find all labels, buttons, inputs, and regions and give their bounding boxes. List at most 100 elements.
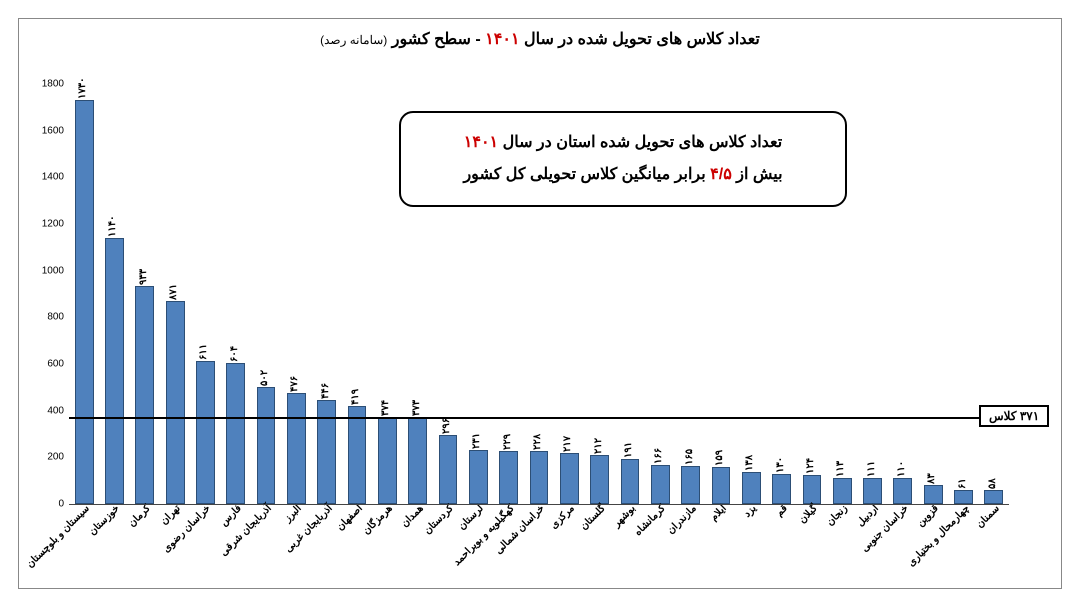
bar: ۱۱۰خراسان جنوبی <box>893 478 912 504</box>
x-axis-baseline <box>69 504 1009 505</box>
average-line-label: ۳۷۱ کلاس <box>979 405 1049 427</box>
bar-value: ۱۱۴۰ <box>107 216 118 237</box>
title-text-2: - سطح کشور <box>387 31 485 48</box>
bar: ۲۱۲گلستان <box>590 455 609 504</box>
bar: ۱۲۴گیلان <box>803 475 822 504</box>
y-tick: 600 <box>34 359 64 370</box>
bar: ۲۳۱لرستان <box>469 450 488 504</box>
y-tick: 1200 <box>34 219 64 230</box>
plot-area: ۱۷۳۰سیستان و بلوچستان ۱۱۴۰خوزستان ۹۳۳کرمان… <box>69 84 1009 504</box>
bar: ۴۱۹اصفهان <box>348 406 367 504</box>
bar-value: ۸۳ <box>926 473 937 484</box>
bar-value: ۳۷۳ <box>411 400 422 416</box>
bar-value: ۱۹۱ <box>623 442 634 458</box>
bar: ۲۲۸خراسان شمالی <box>530 451 549 504</box>
bar-value: ۱۱۳ <box>835 461 846 477</box>
bar-value: ۲۲۹ <box>502 433 513 449</box>
bar: ۱۳۰قم <box>772 474 791 504</box>
bar: ۱۱۱اردبیل <box>863 478 882 504</box>
bar-label: زنجان <box>825 503 850 528</box>
bar-label: البرز <box>283 503 304 524</box>
bar-value: ۶۰۴ <box>229 346 240 362</box>
bar-label: فارس <box>218 503 243 528</box>
bar-value: ۲۲۸ <box>532 434 543 450</box>
bar-value: ۴۷۶ <box>289 376 300 392</box>
bar-value: ۲۳۱ <box>471 433 482 449</box>
bar-label: گلستان <box>578 503 607 532</box>
bar-value: ۴۴۶ <box>320 383 331 399</box>
y-tick: 1000 <box>34 265 64 276</box>
y-axis: 0 200 400 600 800 1000 1200 1400 1600 1800 <box>34 19 64 588</box>
bar: ۵۰۲آذربایجان شرقی <box>257 387 276 504</box>
bar: ۱۱۴۰خوزستان <box>105 238 124 504</box>
bar: ۴۴۶آذربایجان غربی <box>317 400 336 504</box>
bar-value: ۱۳۸ <box>744 455 755 471</box>
bar-value: ۹۳۳ <box>138 269 149 285</box>
bar-value: ۴۱۹ <box>350 389 361 405</box>
bar: ۹۳۳کرمان <box>135 286 154 504</box>
bar-label: قم <box>773 503 789 519</box>
title-suffix: (سامانه رصد) <box>320 33 387 47</box>
y-tick: 1600 <box>34 125 64 136</box>
bar: ۸۷۱تهران <box>166 301 185 504</box>
bar: ۱۶۶کرمانشاه <box>651 465 670 504</box>
bar-label: مرکزی <box>549 503 577 531</box>
bar: ۶۱۱خراسان رضوی <box>196 361 215 504</box>
bar: ۲۲۹کهگیلویه و بویراحمد <box>499 451 518 504</box>
bar-value: ۵۰۲ <box>259 370 270 386</box>
bar-label: بوشهر <box>611 503 637 529</box>
average-line-label-text: ۳۷۱ کلاس <box>989 409 1039 423</box>
bar-label: کرمان <box>126 503 152 529</box>
bar: ۱۹۱بوشهر <box>621 459 640 504</box>
bar-value: ۳۷۴ <box>380 400 391 416</box>
bar-label: همدان <box>399 503 425 529</box>
average-line <box>69 417 1029 419</box>
bar-label: کردستان <box>422 503 456 537</box>
title-text-1: تعداد کلاس های تحویل شده در سال <box>520 31 760 48</box>
bar: ۱۷۳۰سیستان و بلوچستان <box>75 100 94 504</box>
y-tick: 800 <box>34 312 64 323</box>
bar: ۱۵۹ایلام <box>712 467 731 504</box>
bar: ۴۷۶البرز <box>287 393 306 504</box>
bar-label: اردبیل <box>855 503 881 529</box>
y-tick: 400 <box>34 405 64 416</box>
bar-value: ۶۱ <box>957 478 968 489</box>
bar-value: ۱۶۵ <box>684 448 695 464</box>
bar-value: ۱۵۹ <box>714 450 725 466</box>
bar-value: ۱۲۴ <box>805 458 816 474</box>
title-year: ۱۴۰۱ <box>485 31 519 48</box>
chart-frame: تعداد کلاس های تحویل شده در سال ۱۴۰۱ - س… <box>18 18 1062 589</box>
bar: ۲۱۷مرکزی <box>560 453 579 504</box>
bar-label: یزد <box>742 503 759 520</box>
bar-label: سمنان <box>974 503 1001 530</box>
bar-value: ۱۳۰ <box>775 457 786 473</box>
bar-value: ۲۱۷ <box>562 436 573 452</box>
bar-label: خوزستان <box>88 503 123 538</box>
bar-value: ۸۷۱ <box>168 284 179 300</box>
y-tick: 200 <box>34 452 64 463</box>
bar: ۲۹۶کردستان <box>439 435 458 504</box>
bar: ۳۷۴هرمزگان <box>378 417 397 504</box>
bar-value: ۱۱۱ <box>866 461 877 477</box>
y-tick: 0 <box>34 499 64 510</box>
bar-label: قزوین <box>915 503 941 529</box>
bar-label: مازندران <box>665 503 698 536</box>
bar: ۶۰۴فارس <box>226 363 245 504</box>
bar-label: کرمانشاه <box>633 503 668 538</box>
bar-label: گیلان <box>797 503 820 526</box>
chart-title: تعداد کلاس های تحویل شده در سال ۱۴۰۱ - س… <box>19 29 1061 49</box>
y-tick: 1400 <box>34 172 64 183</box>
bar-value: ۱۷۳۰ <box>77 78 88 99</box>
bar: ۳۷۳همدان <box>408 417 427 504</box>
bar-value: ۱۶۶ <box>653 448 664 464</box>
bar-value: ۵۸ <box>987 479 998 490</box>
bar-label: ایلام <box>708 503 728 523</box>
bar: ۱۶۵مازندران <box>681 466 700 505</box>
bar: ۸۳قزوین <box>924 485 943 504</box>
bar-label: هرمزگان <box>361 503 395 537</box>
bar: ۱۳۸یزد <box>742 472 761 504</box>
bar: ۶۱چهارمحال و بختیاری <box>954 490 973 504</box>
y-tick: 1800 <box>34 79 64 90</box>
bar-label: تهران <box>159 503 183 527</box>
bar-value: ۶۱۱ <box>198 344 209 360</box>
